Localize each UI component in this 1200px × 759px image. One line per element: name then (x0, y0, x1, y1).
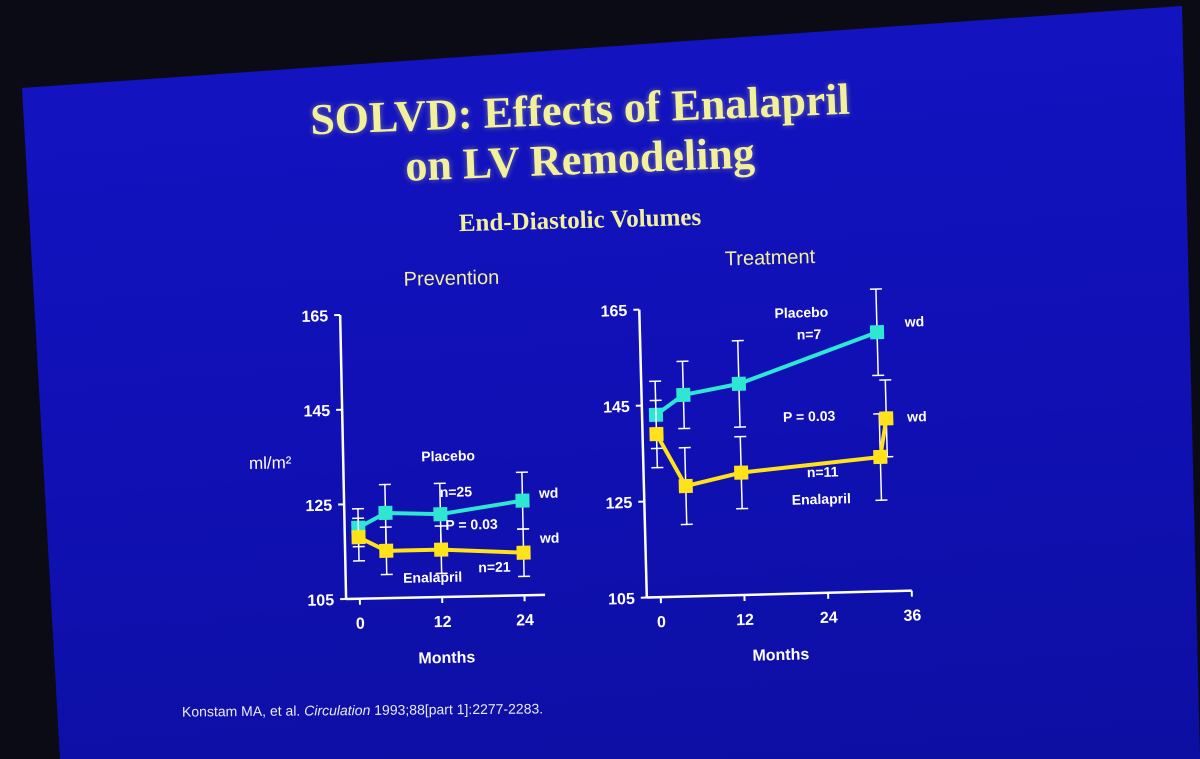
prevention-x-axis (346, 593, 546, 601)
treatment-placebo-point (869, 325, 885, 340)
treatment-placebo-point (676, 387, 691, 403)
treatment-title: Treatment (725, 246, 816, 270)
prevention-ytick-label: 145 (303, 403, 330, 421)
treatment-xtick-label: 24 (820, 610, 838, 627)
prevention-ytick-label: 125 (305, 498, 332, 516)
treatment-enalapril-point (879, 411, 894, 426)
prevention-panel: Prevention 105 125 145 165 0 12 24 Months ml/m² Pl… (249, 267, 560, 668)
prevention-placebo-wd: wd (538, 485, 559, 501)
prevention-enalapril-point (434, 542, 449, 557)
treatment-p-value: P = 0.03 (783, 408, 836, 425)
treatment-panel: Treatment 105 125 145 165 0 12 24 36 Months Placeb… (600, 246, 927, 665)
treatment-xtick-label: 12 (736, 612, 754, 629)
prevention-xtick-label: 12 (434, 614, 452, 631)
treatment-enalapril-wd: wd (906, 408, 927, 425)
treatment-ytick-label: 105 (608, 591, 635, 609)
treatment-enalapril-point (873, 449, 888, 465)
prevention-placebo-label: Placebo (421, 447, 475, 464)
treatment-placebo-point (731, 376, 747, 392)
treatment-placebo-label: Placebo (774, 304, 828, 321)
citation-journal: Circulation (304, 701, 371, 719)
treatment-y-axis (638, 309, 649, 598)
treatment-ytick-label: 165 (600, 303, 627, 321)
treatment-ytick-label: 125 (605, 495, 632, 513)
prevention-xtick-label: 24 (516, 612, 534, 629)
treatment-placebo-wd: wd (903, 313, 924, 330)
treatment-enalapril-point (678, 478, 693, 494)
treatment-enalapril-point (734, 465, 749, 480)
treatment-xtick-label: 36 (903, 607, 921, 624)
treatment-enalapril-line (654, 418, 889, 489)
prevention-enalapril-n: n=21 (478, 559, 511, 576)
prevention-ytick-label: 105 (307, 592, 334, 610)
prevention-xlabel: Months (418, 649, 475, 667)
prevention-placebo-point (433, 507, 448, 522)
prevention-enalapril-wd: wd (539, 530, 560, 546)
treatment-enalapril-point (649, 426, 664, 442)
citation-authors: Konstam MA, et al. (181, 702, 301, 720)
prevention-ytick-label: 165 (301, 308, 328, 326)
prevention-p-value: P = 0.03 (445, 516, 498, 533)
treatment-placebo-n: n=7 (797, 326, 822, 343)
prevention-y-axis (338, 315, 348, 600)
prevention-placebo-line (357, 498, 523, 530)
treatment-xtick-label: 0 (657, 614, 666, 631)
prevention-enalapril-label: Enalapril (403, 569, 462, 586)
treatment-ytick-label: 145 (603, 399, 630, 417)
prevention-enalapril-point (351, 530, 366, 545)
treatment-placebo-line (654, 330, 878, 417)
treatment-x-axis (646, 589, 912, 599)
treatment-xlabel: Months (752, 646, 809, 664)
citation-ref: 1993;88[part 1]:2277-2283. (374, 700, 544, 718)
prevention-placebo-point (378, 505, 393, 521)
prevention-placebo-n: n=25 (440, 483, 473, 500)
citation: Konstam MA, et al. Circulation 1993;88[p… (182, 700, 543, 719)
prevention-ylabel: ml/m² (249, 453, 292, 473)
prevention-enalapril-line (357, 535, 524, 555)
treatment-enalapril-n: n=11 (807, 463, 839, 480)
prevention-enalapril-point (516, 545, 531, 560)
prevention-enalapril-point (379, 543, 394, 558)
treatment-enalapril-label: Enalapril (792, 490, 852, 508)
prevention-xtick-label: 0 (356, 616, 365, 633)
prevention-title: Prevention (403, 267, 499, 291)
prevention-placebo-point (515, 493, 530, 508)
